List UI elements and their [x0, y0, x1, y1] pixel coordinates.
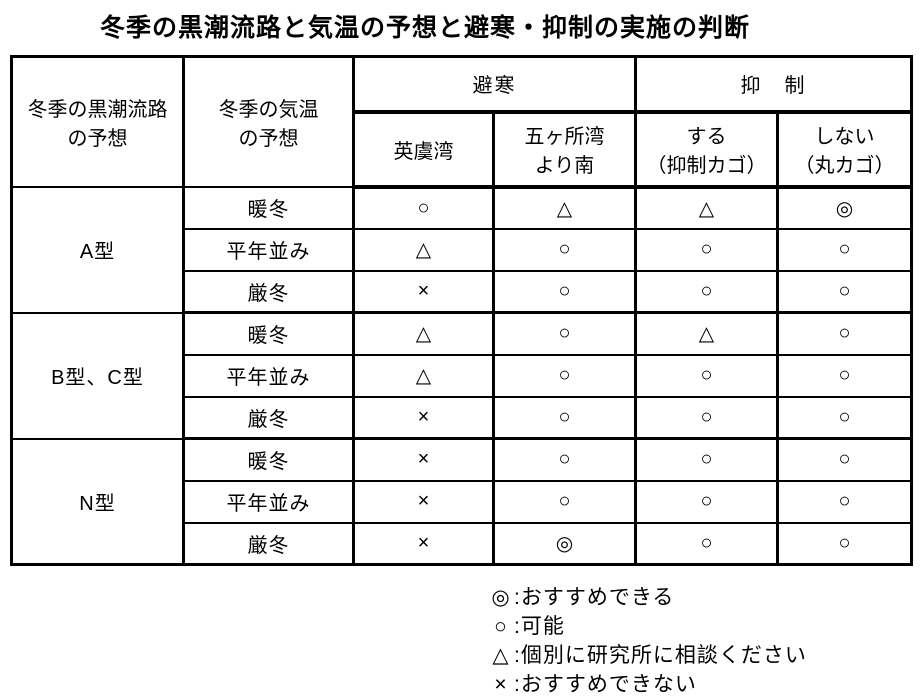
triangle-symbol: △ — [492, 644, 510, 667]
temp-cell: 暖冬 — [182, 437, 355, 482]
mark-cell: ○ — [634, 521, 779, 566]
mark-cell: △ — [352, 353, 495, 398]
temp-cell: 厳冬 — [182, 395, 355, 440]
mark-cell: × — [352, 479, 495, 524]
mark-cell: ○ — [492, 437, 637, 482]
mark-cell: ◎ — [492, 521, 637, 566]
legend-separator: : — [514, 586, 521, 609]
temp-cell: 平年並み — [182, 353, 355, 398]
mark-cell: ◎ — [776, 185, 913, 230]
mark-cell: ○ — [776, 521, 913, 566]
table-row: 平年並み △ ○ ○ ○ — [12, 227, 913, 272]
table-row: 厳冬 × ◎ ○ ○ — [12, 521, 913, 566]
mark-cell: ○ — [492, 395, 637, 440]
header-gokasho-south: 五ヶ所湾 より南 — [492, 110, 637, 189]
header-suppress-no: しない （丸カゴ） — [776, 110, 913, 189]
kuroshio-type-cell: N型 — [10, 437, 185, 566]
temp-cell: 厳冬 — [182, 521, 355, 566]
table-row: N型 暖冬 × ○ ○ ○ — [10, 437, 913, 566]
mark-cell: ○ — [352, 185, 495, 230]
mark-cell: ○ — [492, 311, 637, 356]
mark-cell: × — [352, 395, 495, 440]
mark-cell: ○ — [634, 269, 779, 314]
legend-separator: : — [514, 673, 521, 696]
legend-label: おすすめできない — [520, 673, 697, 696]
legend-item-recommended: ◎:おすすめできる — [488, 583, 807, 612]
mark-cell: ○ — [776, 437, 913, 482]
mark-cell: ○ — [492, 479, 637, 524]
cross-symbol: × — [494, 673, 508, 696]
mark-cell: ○ — [634, 479, 779, 524]
mark-cell: ○ — [776, 227, 913, 272]
mark-cell: ○ — [634, 227, 779, 272]
header-group-yokusei: 抑 制 — [634, 55, 913, 114]
mark-cell: ○ — [492, 353, 637, 398]
legend-item-not-recommended: ×:おすすめできない — [488, 670, 807, 699]
header-row-groups: 冬季の黒潮流路 の予想 冬季の気温 の予想 避寒 抑 制 — [10, 55, 913, 188]
mark-cell: × — [352, 521, 495, 566]
mark-cell: ○ — [634, 437, 779, 482]
temp-cell: 暖冬 — [182, 311, 355, 356]
mark-cell: ○ — [776, 395, 913, 440]
temp-cell: 厳冬 — [182, 269, 355, 314]
table-row: 厳冬 × ○ ○ ○ — [12, 395, 913, 440]
header-kuroshio-forecast: 冬季の黒潮流路 の予想 — [10, 55, 185, 188]
temp-cell: 平年並み — [182, 479, 355, 524]
mark-cell: × — [352, 437, 495, 482]
legend-separator: : — [514, 644, 521, 667]
table-row: 平年並み × ○ ○ ○ — [12, 479, 913, 524]
temp-cell: 暖冬 — [182, 185, 355, 230]
table-row: A型 暖冬 ○ △ △ ◎ — [10, 185, 913, 314]
header-ago-bay: 英虞湾 — [352, 110, 495, 189]
judgment-table: 冬季の黒潮流路 の予想 冬季の気温 の予想 避寒 抑 制 英虞湾 五ヶ所湾 より… — [10, 55, 913, 566]
circle-symbol: ○ — [494, 615, 508, 638]
mark-cell: △ — [352, 311, 495, 356]
page-title: 冬季の黒潮流路と気温の予想と避寒・抑制の実施の判断 — [99, 14, 750, 42]
mark-cell: ○ — [776, 311, 913, 356]
temp-cell: 平年並み — [182, 227, 355, 272]
legend-item-possible: ○:可能 — [488, 612, 807, 641]
mark-cell: △ — [352, 227, 495, 272]
mark-cell: ○ — [776, 353, 913, 398]
header-group-hikan: 避寒 — [352, 55, 637, 114]
kuroshio-type-cell: A型 — [10, 185, 185, 314]
mark-cell: ○ — [776, 269, 913, 314]
table-row: 厳冬 × ○ ○ ○ — [12, 269, 913, 314]
table-row: 平年並み △ ○ ○ ○ — [12, 353, 913, 398]
legend-separator: : — [514, 615, 521, 638]
table-row: B型、C型 暖冬 △ ○ △ ○ — [10, 311, 913, 440]
mark-cell: × — [352, 269, 495, 314]
mark-cell: ○ — [634, 395, 779, 440]
mark-cell: ○ — [492, 269, 637, 314]
legend: ◎:おすすめできる ○:可能 △:個別に研究所に相談ください ×:おすすめできな… — [488, 583, 807, 699]
mark-cell: ○ — [492, 227, 637, 272]
kuroshio-type-cell: B型、C型 — [10, 311, 185, 440]
legend-label: おすすめできる — [520, 586, 675, 609]
legend-label: 可能 — [520, 615, 565, 638]
double-circle-symbol: ◎ — [491, 586, 511, 609]
mark-cell: ○ — [634, 353, 779, 398]
mark-cell: △ — [634, 311, 779, 356]
legend-label: 個別に研究所に相談ください — [520, 644, 807, 667]
mark-cell: △ — [492, 185, 637, 230]
header-temperature-forecast: 冬季の気温 の予想 — [182, 55, 355, 188]
header-suppress-yes: する （抑制カゴ） — [634, 110, 779, 189]
legend-item-consult: △:個別に研究所に相談ください — [488, 641, 807, 670]
header-row-subcolumns: 英虞湾 五ヶ所湾 より南 する （抑制カゴ） しない （丸カゴ） — [12, 110, 913, 189]
mark-cell: △ — [634, 185, 779, 230]
mark-cell: ○ — [776, 479, 913, 524]
